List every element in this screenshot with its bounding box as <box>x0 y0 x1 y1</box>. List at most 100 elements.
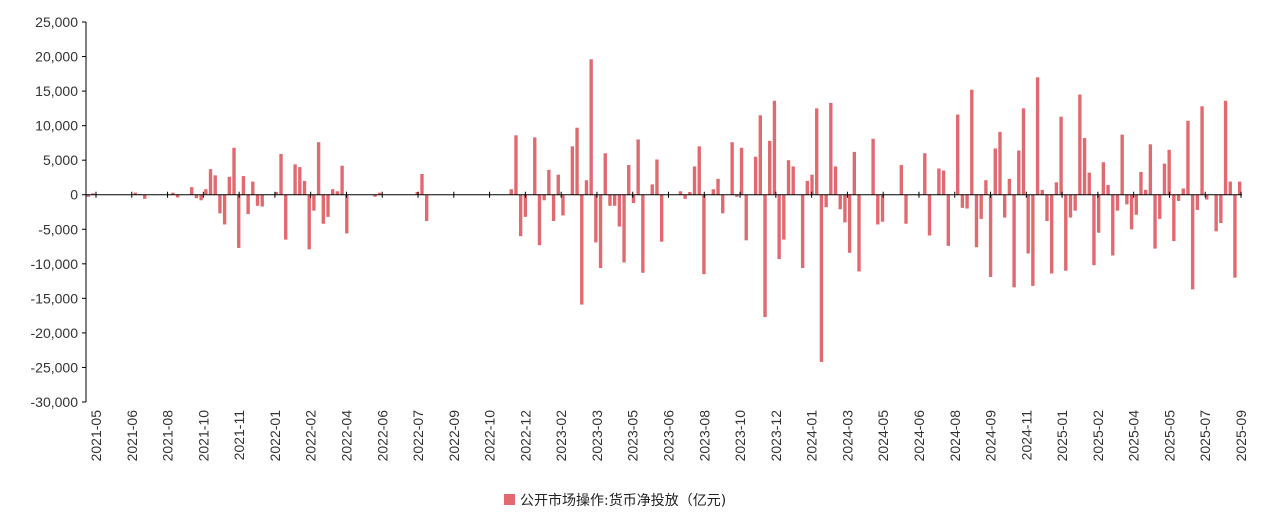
bar <box>246 194 250 215</box>
x-tick-label: 2021-05 <box>88 410 104 462</box>
bar <box>241 176 246 195</box>
bar <box>213 175 217 195</box>
bar <box>1111 194 1115 256</box>
bar <box>833 166 838 195</box>
bar <box>970 89 974 195</box>
x-tick-label: 2022-06 <box>374 410 390 462</box>
x-tick-label: 2022-01 <box>267 410 283 462</box>
bar <box>1035 77 1040 195</box>
bar <box>570 146 575 195</box>
bar <box>772 100 777 195</box>
bar <box>293 164 297 195</box>
bar <box>518 194 523 237</box>
bar <box>683 194 687 199</box>
bar <box>420 174 424 195</box>
bar <box>735 194 739 197</box>
bar <box>631 194 636 204</box>
x-tick-label: 2022-02 <box>303 410 319 462</box>
bar <box>199 194 203 201</box>
x-tick-label: 2025-02 <box>1090 410 1106 462</box>
x-tick-label: 2021-10 <box>195 410 211 462</box>
bar <box>711 189 716 195</box>
bar <box>1172 194 1176 242</box>
bar <box>594 194 598 243</box>
bar <box>1012 194 1016 288</box>
bar <box>857 194 861 272</box>
bar <box>190 187 194 195</box>
bar <box>1143 189 1148 195</box>
bar <box>378 192 382 195</box>
bar <box>692 166 697 195</box>
bar <box>899 165 903 195</box>
bar <box>852 151 857 195</box>
bar <box>1162 163 1167 195</box>
bar <box>589 59 593 195</box>
bar <box>1219 194 1223 224</box>
bar <box>551 194 556 221</box>
bar <box>86 194 91 197</box>
x-axis: 2021-05 2021-06 2021-08 2021-10 2021-11 2022-… <box>86 191 1249 462</box>
bar <box>956 114 960 195</box>
bar <box>815 108 819 195</box>
bar <box>556 174 560 195</box>
bar <box>284 194 288 240</box>
bar <box>824 194 828 208</box>
y-tick-label: 20,000 <box>35 49 78 65</box>
bar <box>993 148 997 195</box>
bar <box>777 194 781 259</box>
x-tick-label: 2025-04 <box>1126 410 1142 462</box>
bar <box>871 138 875 195</box>
bar <box>598 194 603 268</box>
bar <box>923 153 927 195</box>
bar <box>1073 194 1077 211</box>
bar <box>829 102 833 195</box>
bar <box>255 194 260 206</box>
bar <box>425 194 429 221</box>
bar <box>1214 194 1218 232</box>
bar <box>175 194 180 198</box>
bar <box>937 168 941 195</box>
bar <box>1007 178 1012 195</box>
bar <box>627 165 631 195</box>
x-tick-label: 2023-06 <box>661 410 677 462</box>
bar <box>810 174 814 195</box>
bar <box>1017 150 1021 195</box>
bar <box>1064 194 1068 271</box>
bar <box>1003 194 1007 218</box>
bar <box>984 180 988 195</box>
x-tick-label: 2025-09 <box>1233 410 1249 462</box>
x-tick-label: 2023-08 <box>696 410 712 462</box>
bar <box>960 194 965 208</box>
bar <box>655 159 659 195</box>
x-tick-label: 2024-08 <box>947 410 963 462</box>
x-tick-label: 2023-12 <box>768 410 784 462</box>
bar <box>232 147 236 195</box>
x-tick-label: 2023-05 <box>625 410 641 462</box>
bar <box>1082 138 1087 195</box>
bar <box>1125 194 1129 205</box>
bar <box>1049 194 1054 274</box>
x-tick-label: 2023-03 <box>589 410 605 462</box>
bar <box>1115 194 1120 211</box>
bar <box>91 193 95 195</box>
bar <box>194 194 199 199</box>
y-tick-label: -15,000 <box>31 290 79 306</box>
x-tick-label: 2024-06 <box>911 410 927 462</box>
bar <box>307 194 311 250</box>
bar <box>542 194 546 201</box>
x-tick-label: 2024-09 <box>983 410 999 462</box>
bar <box>758 115 763 195</box>
bar <box>1026 194 1030 254</box>
bar <box>998 131 1002 195</box>
bar <box>1167 149 1171 195</box>
x-tick-label: 2022-09 <box>446 410 462 462</box>
bar <box>1148 144 1153 195</box>
bar <box>702 194 706 275</box>
bar <box>617 194 622 227</box>
bar <box>251 181 255 195</box>
x-tick-label: 2023-10 <box>732 410 748 462</box>
bar <box>721 194 725 214</box>
bar <box>1092 194 1096 266</box>
